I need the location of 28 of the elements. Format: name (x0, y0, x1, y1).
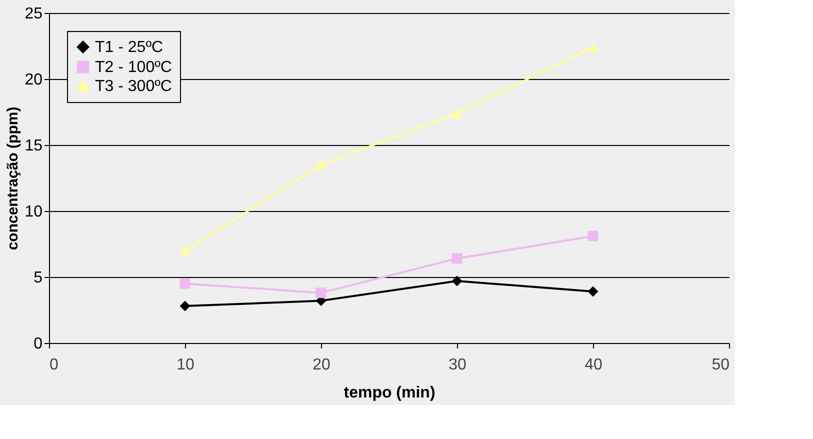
point (180, 300, 190, 312)
x-axis-title: tempo (min) (344, 384, 436, 402)
point (316, 288, 326, 298)
x-tick-label: 50 (712, 356, 730, 374)
legend-label: T2 - 100ºC (95, 59, 172, 76)
x-tick-label: 20 (312, 356, 330, 374)
point (180, 278, 190, 289)
point (452, 253, 462, 264)
y-tick-label: 5 (34, 270, 43, 286)
point (588, 42, 598, 52)
point (452, 276, 462, 286)
x-tick-label: 30 (448, 356, 466, 374)
y-tick-label: 25 (24, 6, 43, 22)
point (316, 160, 326, 170)
point (180, 246, 190, 256)
legend-label: T1 - 25ºC (95, 39, 164, 56)
point (588, 230, 598, 242)
x-tick-label: 10 (176, 356, 194, 374)
legend-label: T3 - 300ºC (95, 78, 172, 95)
point (588, 286, 598, 297)
y-axis-title: concentração (ppm) (4, 106, 22, 250)
y-tick-label: 0 (34, 336, 43, 352)
x-tick-label: 40 (584, 356, 602, 374)
y-tick-label: 20 (24, 72, 43, 88)
point (452, 108, 462, 118)
x-tick-label: 0 (50, 356, 58, 374)
y-tick-label: 10 (24, 204, 43, 220)
y-tick-label: 15 (24, 138, 43, 154)
